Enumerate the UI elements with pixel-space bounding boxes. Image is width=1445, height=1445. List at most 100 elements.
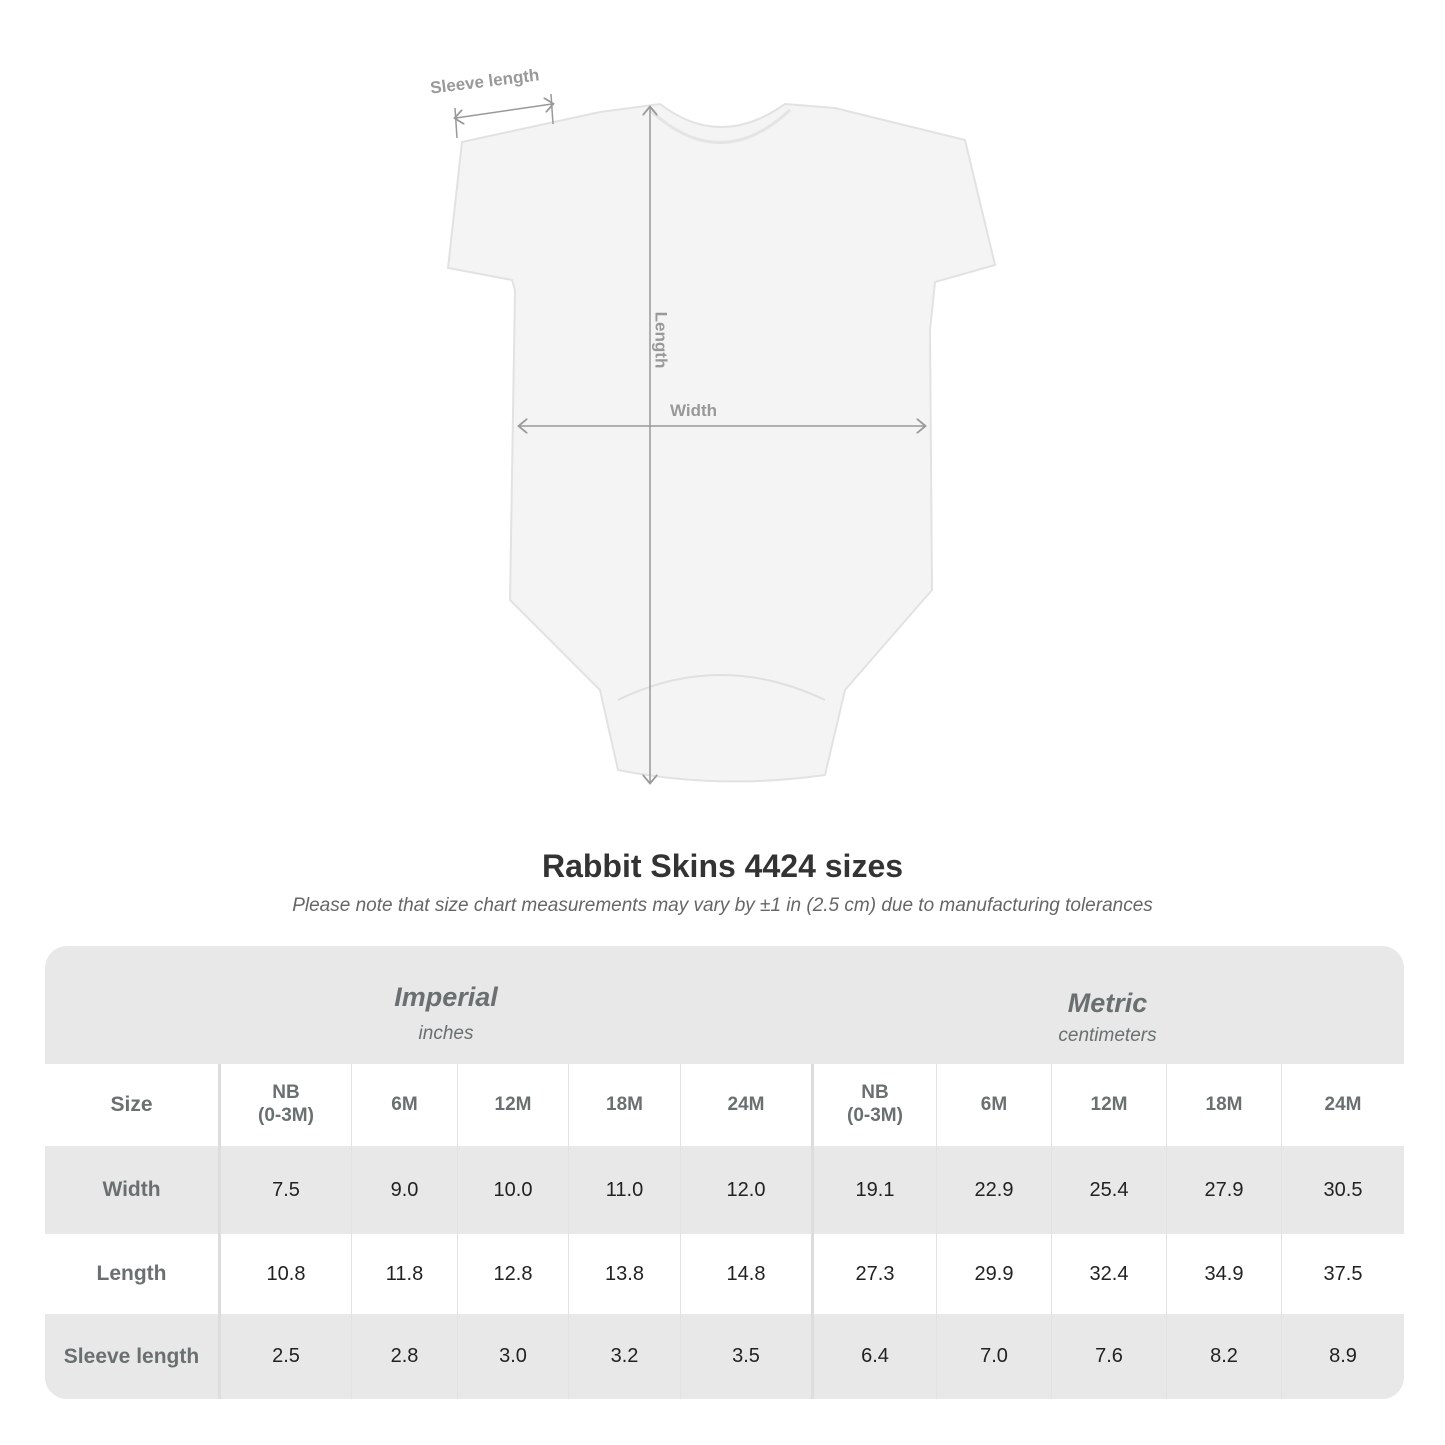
metric-header: Metric centimeters — [811, 972, 1404, 1062]
table-cell: 7.0 — [936, 1314, 1051, 1399]
measurement-value: 12.0 — [726, 1178, 766, 1201]
measurement-value: 10.0 — [493, 1178, 533, 1201]
measurement-value: 3.0 — [499, 1345, 527, 1367]
measurement-value: 3.5 — [732, 1345, 760, 1367]
size-header: NB (0-3M) — [258, 1082, 314, 1126]
table-cell: 34.9 — [1166, 1234, 1281, 1314]
table-cell: Length — [45, 1234, 218, 1314]
table-cell: 30.5 — [1281, 1146, 1404, 1234]
measurement-value: 12.8 — [493, 1262, 533, 1285]
header-cell: NB (0-3M) — [811, 1064, 936, 1146]
table-cell: 29.9 — [936, 1234, 1051, 1314]
metric-unit: centimeters — [1058, 1024, 1157, 1046]
size-label: Size — [110, 1093, 153, 1116]
header-cell: 12M — [457, 1064, 568, 1146]
width-label: Width — [670, 401, 718, 420]
table-cell: 2.5 — [218, 1314, 351, 1399]
measurement-value: 10.8 — [266, 1262, 306, 1285]
measurement-value: 7.6 — [1095, 1345, 1123, 1367]
onesie-illustration — [446, 93, 997, 820]
header-cell: 6M — [351, 1064, 457, 1146]
measurement-value: 30.5 — [1323, 1178, 1363, 1201]
header-cell: 18M — [568, 1064, 680, 1146]
size-header: 6M — [391, 1093, 418, 1115]
table-cell: 22.9 — [936, 1146, 1051, 1234]
imperial-label: Imperial — [394, 981, 498, 1012]
measurement-value: 7.0 — [980, 1345, 1008, 1367]
imperial-unit: inches — [418, 1022, 474, 1044]
table-cell: Width — [45, 1146, 218, 1234]
table-cell: 27.9 — [1166, 1146, 1281, 1234]
size-header: 24M — [727, 1093, 765, 1115]
table-cell: 8.2 — [1166, 1314, 1281, 1399]
metric-label: Metric — [1067, 987, 1148, 1018]
table-cell: 6.4 — [811, 1314, 936, 1399]
header-cell: 24M — [1281, 1064, 1404, 1146]
header-cell: NB (0-3M) — [218, 1064, 351, 1146]
table-cell: 11.8 — [351, 1234, 457, 1314]
size-header: NB (0-3M) — [847, 1082, 903, 1126]
measurement-value: 37.5 — [1323, 1262, 1363, 1285]
size-header: 12M — [1090, 1093, 1128, 1115]
header-cell: 18M — [1166, 1064, 1281, 1146]
measurement-value: 3.2 — [610, 1345, 639, 1367]
tolerance-note: Please note that size chart measurements… — [292, 895, 1153, 916]
table-cell: 2.8 — [351, 1314, 457, 1399]
table-cell: 14.8 — [680, 1234, 811, 1314]
measurement-value: 8.9 — [1329, 1345, 1357, 1367]
table-cell: 8.9 — [1281, 1314, 1404, 1399]
size-table: Imperial inches Metric centimeters Size N… — [45, 946, 1404, 1399]
table-cell: 37.5 — [1281, 1234, 1404, 1314]
table-cell: 9.0 — [351, 1146, 457, 1234]
table-cell: 10.8 — [218, 1234, 351, 1314]
table-cell: 27.3 — [811, 1234, 936, 1314]
table-cell: 25.4 — [1051, 1146, 1166, 1234]
size-header: 12M — [494, 1093, 532, 1115]
measurement-value: 2.8 — [390, 1345, 419, 1367]
measurement-value: 9.0 — [390, 1178, 419, 1201]
size-header: 24M — [1324, 1093, 1362, 1115]
header-cell: 24M — [680, 1064, 811, 1146]
table-cell: 10.0 — [457, 1146, 568, 1234]
row-label: Width — [102, 1178, 161, 1201]
header-cell: 12M — [1051, 1064, 1166, 1146]
measurement-value: 29.9 — [974, 1262, 1014, 1285]
table-cell: 12.8 — [457, 1234, 568, 1314]
measurement-value: 14.8 — [726, 1262, 766, 1285]
row-label: Sleeve length — [63, 1344, 200, 1368]
measurement-value: 8.2 — [1210, 1345, 1238, 1367]
size-header: 6M — [980, 1093, 1008, 1115]
size-header: 18M — [606, 1093, 643, 1115]
measurement-value: 2.5 — [272, 1345, 300, 1367]
table-cell: 12.0 — [680, 1146, 811, 1234]
page-title: Rabbit Skins 4424 sizes — [541, 848, 904, 884]
table-cell: 13.8 — [568, 1234, 680, 1314]
table-cell: 3.2 — [568, 1314, 680, 1399]
measurement-value: 11.8 — [385, 1262, 424, 1285]
table-cell: 3.0 — [457, 1314, 568, 1399]
table-cell: 7.6 — [1051, 1314, 1166, 1399]
imperial-header: Imperial inches — [218, 968, 674, 1058]
size-header: 18M — [1205, 1093, 1243, 1115]
table-cell: 3.5 — [680, 1314, 811, 1399]
table-cell: Sleeve length — [45, 1314, 218, 1399]
measurement-value: 27.9 — [1204, 1178, 1244, 1201]
length-label: Length — [651, 311, 671, 369]
table-cell: 32.4 — [1051, 1234, 1166, 1314]
measurement-value: 6.4 — [861, 1345, 889, 1367]
measurement-value: 34.9 — [1204, 1262, 1244, 1285]
measurement-value: 22.9 — [974, 1178, 1014, 1201]
table-cell: 19.1 — [811, 1146, 936, 1234]
sleeve-arrow — [456, 104, 552, 118]
measurement-value: 13.8 — [605, 1262, 644, 1285]
header-cell: Size — [45, 1064, 218, 1146]
table-cell: 11.0 — [568, 1146, 680, 1234]
measurement-value: 19.1 — [855, 1178, 895, 1201]
header-cell: 6M — [936, 1064, 1051, 1146]
measurement-value: 32.4 — [1089, 1262, 1129, 1285]
row-label: Length — [96, 1262, 167, 1285]
measurement-value: 11.0 — [605, 1178, 644, 1201]
measurement-value: 25.4 — [1089, 1178, 1129, 1201]
onesie-shape — [446, 102, 997, 783]
